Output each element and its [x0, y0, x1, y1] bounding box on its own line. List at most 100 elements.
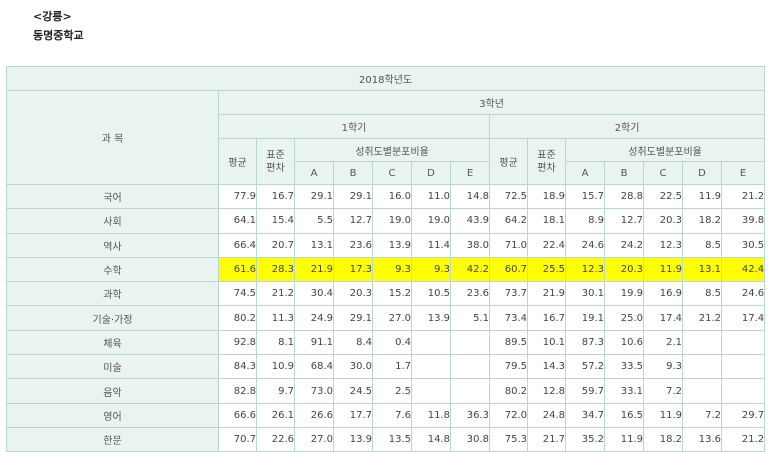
s1-level-c-cell: 16.0 [372, 183, 412, 210]
s1-stddev-cell: 28.3 [256, 256, 295, 283]
s1-level-b-cell: 29.1 [333, 305, 373, 331]
s1-level-a-cell: 24.9 [294, 305, 334, 331]
s1-average-cell: 64.1 [218, 208, 257, 234]
s2-level-d-cell [682, 378, 722, 404]
s2-average-cell: 60.7 [489, 256, 528, 283]
s1-level-a-cell: 68.4 [294, 354, 334, 380]
s2-level-b-cell: 28.8 [604, 183, 644, 210]
s2-stddev-cell: 21.7 [527, 426, 566, 452]
s1-level-c-cell: 2.5 [372, 378, 412, 404]
s1-level-a-cell: 26.6 [294, 402, 334, 428]
s2-level-e-cell [720, 329, 766, 356]
page-header: <강릉> 동명중학교 [33, 9, 84, 44]
s1-level-b-cell: 17.3 [333, 256, 373, 283]
s1-level-a-cell: 30.4 [294, 281, 334, 307]
s1-stddev-cell: 21.2 [256, 281, 295, 307]
subject-cell: 미술 [6, 354, 219, 380]
s2-level-a-cell: 87.3 [565, 329, 605, 356]
s1-stddev-cell: 16.7 [256, 183, 295, 210]
s2-level-a-cell: 12.3 [565, 256, 605, 283]
s2-stddev-cell: 21.9 [527, 281, 566, 307]
s2-level-b-cell: 10.6 [604, 329, 644, 356]
s1-stddev-cell: 8.1 [256, 329, 295, 356]
s2-level-b-cell: 33.1 [604, 378, 644, 404]
subject-cell: 과학 [6, 281, 219, 307]
table-row: 체육 92.8 8.1 91.1 8.4 0.4 89.5 10.1 87.3 10.6 2.1 [6, 329, 766, 356]
subject-cell: 체육 [6, 329, 219, 356]
s1-average-cell: 82.8 [218, 378, 257, 404]
s2-level-d-cell: 21.2 [682, 305, 722, 331]
s1-average-cell: 77.9 [218, 183, 257, 210]
s1-stddev-cell: 10.9 [256, 354, 295, 380]
s1-stddev-line1: 표준 [266, 149, 285, 161]
s2-level-a-cell: 35.2 [565, 426, 605, 452]
s1-stddev-cell: 15.4 [256, 208, 295, 234]
subject-header: 과 목 [6, 90, 219, 185]
s1-level-b-header: B [333, 161, 373, 185]
table-row: 미술 84.3 10.9 68.4 30.0 1.7 79.5 14.3 57.2 33.5 9.3 [6, 354, 766, 380]
s2-level-b-cell: 33.5 [604, 354, 644, 380]
s2-level-e-cell: 24.6 [720, 281, 766, 307]
s1-level-d-cell [411, 329, 451, 356]
s1-level-e-cell: 36.3 [450, 402, 490, 428]
s1-level-e-cell [450, 378, 490, 404]
s2-level-c-cell: 2.1 [643, 329, 683, 356]
subject-cell: 영어 [6, 402, 219, 428]
subject-cell: 사회 [6, 208, 219, 234]
s1-level-e-cell: 43.9 [450, 208, 490, 234]
s2-level-a-header: A [565, 161, 605, 185]
s1-level-d-header: D [411, 161, 451, 185]
s1-level-c-cell: 27.0 [372, 305, 412, 331]
table-row: 영어 66.6 26.1 26.6 17.7 7.6 11.8 36.3 72.0 24.8 34.… [6, 402, 766, 428]
table-row: 과학 74.5 21.2 30.4 20.3 15.2 10.5 23.6 73.7 21.9 30… [6, 281, 766, 307]
s2-level-a-cell: 19.1 [565, 305, 605, 331]
s2-average-cell: 73.7 [489, 281, 528, 307]
s1-level-a-cell: 13.1 [294, 232, 334, 258]
s2-level-a-cell: 8.9 [565, 208, 605, 234]
s2-stddev-line2: 편차 [537, 162, 556, 174]
s2-stddev-cell: 24.8 [527, 402, 566, 428]
s1-distribution-header: 성취도별분포비율 [294, 138, 490, 162]
s1-average-header: 평균 [218, 138, 257, 185]
s1-average-cell: 66.6 [218, 402, 257, 428]
s2-level-a-cell: 57.2 [565, 354, 605, 380]
s2-stddev-cell: 10.1 [527, 329, 566, 356]
s1-average-cell: 92.8 [218, 329, 257, 356]
s1-stddev-cell: 20.7 [256, 232, 295, 258]
s2-level-e-cell [720, 354, 766, 380]
s1-level-c-cell: 13.9 [372, 232, 412, 258]
s2-average-cell: 75.3 [489, 426, 528, 452]
s1-level-d-cell [411, 354, 451, 380]
semester-2-header: 2학기 [488, 114, 766, 139]
s1-level-b-cell: 12.7 [333, 208, 373, 234]
s2-average-cell: 72.5 [489, 183, 528, 210]
s1-level-c-cell: 1.7 [372, 354, 412, 380]
s2-level-c-cell: 7.2 [643, 378, 683, 404]
s1-level-a-cell: 29.1 [294, 183, 334, 210]
s1-level-b-cell: 23.6 [333, 232, 373, 258]
s1-stddev-cell: 9.7 [256, 378, 295, 404]
s2-level-b-cell: 20.3 [604, 256, 644, 283]
s1-level-c-cell: 0.4 [372, 329, 412, 356]
s2-level-e-cell: 17.4 [720, 305, 766, 331]
year-header: 2018학년도 [5, 66, 766, 91]
s1-level-a-cell: 91.1 [294, 329, 334, 356]
s1-level-b-cell: 20.3 [333, 281, 373, 307]
s1-level-c-cell: 13.5 [372, 426, 412, 452]
s1-level-e-cell: 5.1 [450, 305, 490, 331]
table-row: 기술·가정 80.2 11.3 24.9 29.1 27.0 13.9 5.1 73.4 16.7… [6, 305, 766, 331]
s2-level-c-cell: 22.5 [643, 183, 683, 210]
s2-stddev-cell: 25.5 [527, 256, 566, 283]
s1-level-b-cell: 29.1 [333, 183, 373, 210]
s2-level-d-cell: 11.9 [682, 183, 722, 210]
s1-average-cell: 84.3 [218, 354, 257, 380]
s2-level-e-cell: 21.2 [720, 183, 766, 210]
s2-level-e-cell: 30.5 [720, 232, 766, 258]
s2-level-a-cell: 24.6 [565, 232, 605, 258]
s1-level-b-cell: 17.7 [333, 402, 373, 428]
subject-cell: 수학 [6, 256, 219, 283]
s1-average-cell: 74.5 [218, 281, 257, 307]
s1-level-c-cell: 9.3 [372, 256, 412, 283]
s2-stddev-header: 표준 편차 [527, 138, 566, 185]
s1-level-d-cell: 19.0 [411, 208, 451, 234]
